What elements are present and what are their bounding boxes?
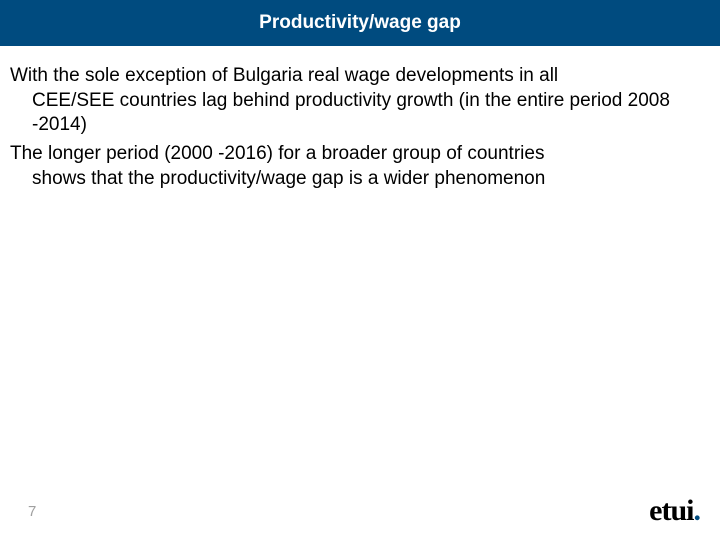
etui-logo: etui. <box>649 494 700 528</box>
paragraph-2: The longer period (2000 -2016) for a bro… <box>10 142 710 191</box>
paragraph-1-rest: CEE/SEE countries lag behind productivit… <box>10 89 710 138</box>
content-area: With the sole exception of Bulgaria real… <box>0 46 720 191</box>
logo-dot: . <box>694 494 701 527</box>
slide-title: Productivity/wage gap <box>259 12 461 33</box>
title-bar: Productivity/wage gap <box>0 0 720 46</box>
paragraph-2-line1: The longer period (2000 -2016) for a bro… <box>10 143 544 164</box>
page-number: 7 <box>28 503 36 520</box>
paragraph-1-line1: With the sole exception of Bulgaria real… <box>10 65 558 86</box>
logo-text: etui <box>649 494 693 527</box>
paragraph-1: With the sole exception of Bulgaria real… <box>10 64 710 138</box>
paragraph-2-rest: shows that the productivity/wage gap is … <box>10 167 710 192</box>
